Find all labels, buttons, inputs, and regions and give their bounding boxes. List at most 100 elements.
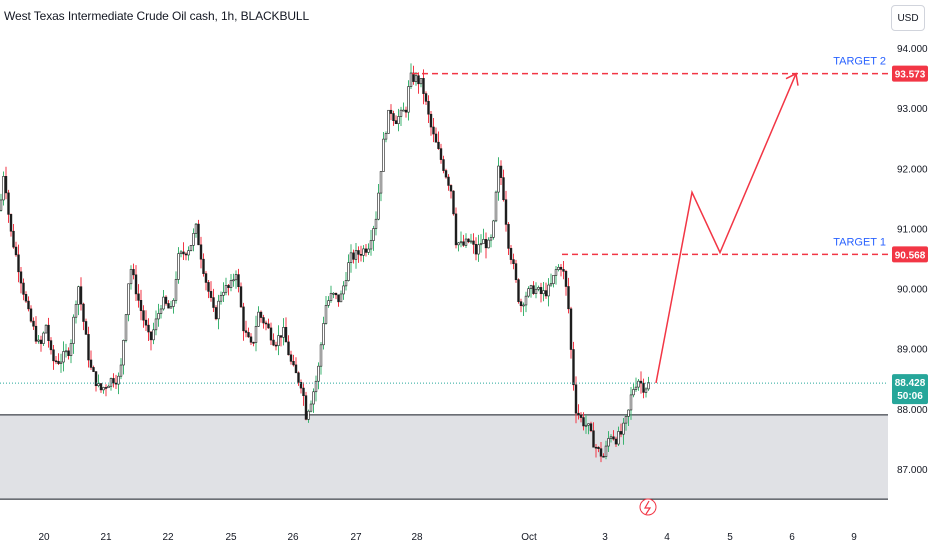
candle-body <box>27 300 30 310</box>
candle-body <box>487 239 490 249</box>
candle-body <box>384 133 388 140</box>
candle-body <box>37 339 40 342</box>
candle-body <box>232 279 235 282</box>
candle-body <box>189 244 193 251</box>
candle-body <box>349 252 353 263</box>
candle-body <box>504 199 508 225</box>
y-tick-label: 92.000 <box>897 164 928 175</box>
candle-body <box>87 334 90 361</box>
candle-body <box>627 409 630 417</box>
candle-body <box>589 423 593 432</box>
candle-body <box>644 388 648 393</box>
candle-body <box>547 284 550 297</box>
candle-body <box>264 322 268 325</box>
candle-body <box>577 412 580 416</box>
currency-button[interactable]: USD <box>891 5 925 31</box>
candle-body <box>152 329 155 341</box>
candle-body <box>512 259 515 264</box>
candle-body <box>557 266 560 270</box>
candle-body <box>312 391 315 405</box>
candle-body <box>562 269 565 272</box>
candle-body <box>587 423 590 426</box>
x-tick-label: 5 <box>727 532 733 543</box>
candle-body <box>614 438 618 445</box>
candle-body <box>597 446 600 449</box>
x-tick-label: Oct <box>521 532 537 543</box>
candle-body <box>29 308 33 322</box>
candle-body <box>2 176 5 201</box>
candle-body <box>524 295 528 306</box>
candle-body <box>539 287 543 295</box>
candle-body <box>617 431 620 445</box>
candle-body <box>237 274 240 287</box>
candle-body <box>599 448 603 457</box>
candle-body <box>267 323 270 329</box>
chart-title: West Texas Intermediate Crude Oil cash, … <box>4 9 310 23</box>
candle-body <box>179 251 183 254</box>
candle-body <box>297 372 300 383</box>
candle-body <box>612 436 615 440</box>
candle-body <box>414 75 418 82</box>
candle-body <box>609 436 613 439</box>
candle-body <box>187 250 190 256</box>
candle-body <box>457 242 460 246</box>
candle-body <box>347 262 350 281</box>
candle-body <box>624 416 628 424</box>
axes: 94.000 93.000 92.000 91.000 90.000 89.000 88.0… <box>38 44 928 543</box>
candle-body <box>522 304 525 307</box>
candle-body <box>507 224 510 249</box>
candle-body <box>217 300 220 320</box>
candle-body <box>369 240 373 250</box>
candle-body <box>447 176 450 186</box>
x-tick-label: 22 <box>162 532 174 543</box>
current-price-badge <box>892 374 928 405</box>
candle-body <box>52 349 55 362</box>
candle-body <box>184 253 188 256</box>
candle-body <box>492 220 495 238</box>
candle-body <box>174 279 178 301</box>
x-tick-label: 27 <box>350 532 362 543</box>
candle-body <box>12 230 15 248</box>
candle-body <box>272 339 275 346</box>
candle-body <box>532 285 535 294</box>
candle-body <box>432 126 435 135</box>
countdown-text: 50:06 <box>897 391 923 402</box>
candle-body <box>164 296 168 304</box>
candle-body <box>324 305 328 324</box>
candle-body <box>367 248 370 253</box>
candle-body <box>104 387 108 389</box>
candle-body <box>322 323 325 346</box>
candle-body <box>154 318 158 331</box>
candle-body <box>619 431 623 435</box>
candle-body <box>142 310 145 321</box>
candle-body <box>314 380 318 393</box>
candle-body <box>222 291 225 296</box>
candle-body <box>0 199 3 211</box>
candle-body <box>479 243 483 246</box>
candle-body <box>437 141 440 149</box>
candle-body <box>342 285 345 295</box>
candle-body <box>397 116 400 125</box>
candle-body <box>607 438 610 447</box>
candle-body <box>32 320 35 327</box>
candle-body <box>169 306 173 309</box>
x-tick-label: 26 <box>287 532 299 543</box>
candle-body <box>194 223 198 234</box>
candle-body <box>462 241 465 246</box>
candle-body <box>472 240 475 245</box>
candle-body <box>84 321 88 335</box>
candle-body <box>72 316 75 344</box>
candle-body <box>162 296 165 310</box>
candle-body <box>592 430 595 448</box>
candle-body <box>204 273 208 283</box>
candle-body <box>92 367 95 372</box>
target-price-text: 93.573 <box>895 70 926 81</box>
candle-body <box>17 254 20 273</box>
candle-body <box>629 394 633 411</box>
target-label: TARGET 1 <box>833 236 886 248</box>
candle-body <box>387 109 390 134</box>
candle-body <box>319 344 323 367</box>
candle-body <box>227 285 230 288</box>
candle-body <box>567 286 570 310</box>
